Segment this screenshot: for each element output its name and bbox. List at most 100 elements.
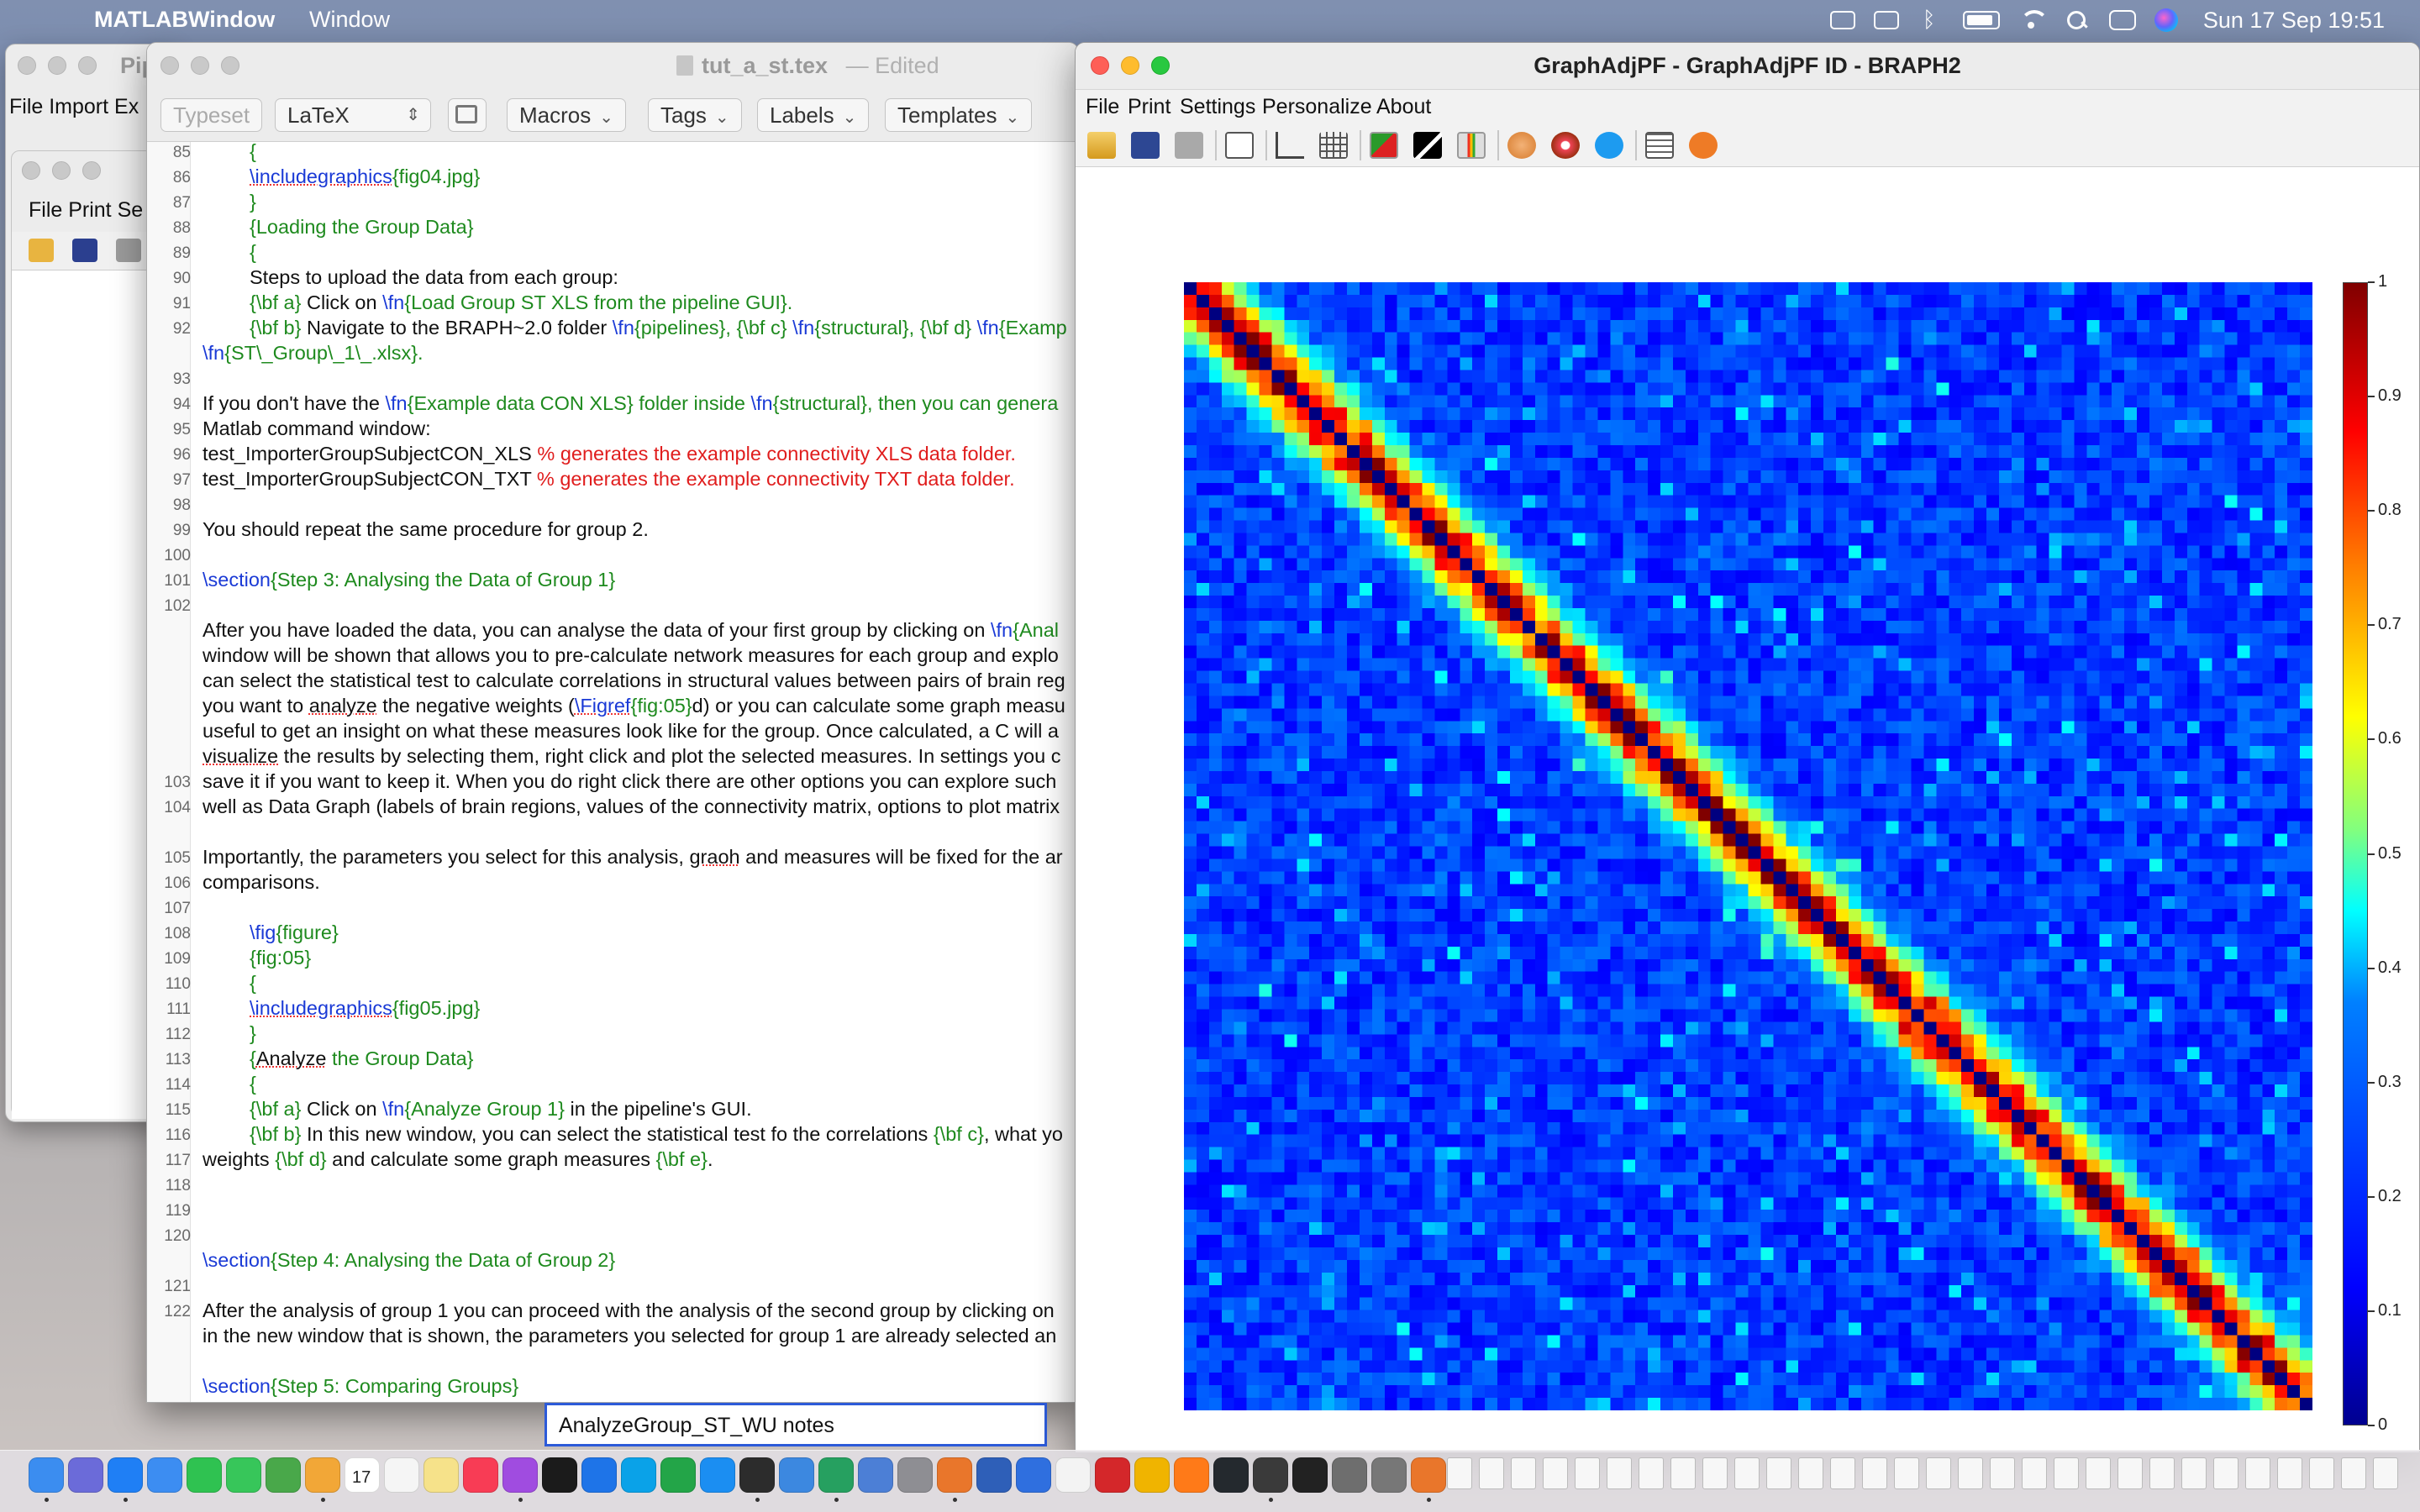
minimize-button[interactable] [191, 56, 209, 75]
bluetooth-icon[interactable] [1918, 7, 1944, 33]
labels-menu[interactable]: Labels ⌄ [757, 98, 870, 132]
heatmap-cell [1886, 633, 1899, 647]
heatmap-cell [1685, 294, 1699, 308]
minimize-button[interactable] [1121, 56, 1139, 75]
open-icon[interactable] [29, 239, 54, 262]
typeset-button[interactable]: Typeset [160, 98, 263, 132]
heatmap-cell [1460, 896, 1473, 910]
heatmap-cell [1560, 783, 1573, 797]
tex-editor-window[interactable]: tut_a_st.tex — Edited Typeset LaTeX ⇕ Mac… [146, 42, 1079, 1403]
heatmap-cell [1735, 344, 1749, 358]
heatmap-cell [1234, 607, 1247, 622]
heatmap-cell [1434, 332, 1448, 345]
templates-menu[interactable]: Templates ⌄ [885, 98, 1033, 132]
heatmap-cell [2086, 407, 2100, 421]
notes-icon[interactable] [1645, 132, 1674, 159]
heatmap-cell [2074, 407, 2087, 421]
help-icon[interactable] [1689, 132, 1718, 159]
battery-icon[interactable] [1962, 11, 2000, 29]
heatmap-cell [1384, 332, 1397, 345]
zoom-button[interactable] [82, 161, 101, 180]
minimize-button[interactable] [52, 161, 71, 180]
heatmap-cell [1635, 783, 1649, 797]
heatmap-cell [2086, 282, 2100, 296]
menu-file[interactable]: File [1086, 95, 1120, 118]
heatmap-cell [1397, 482, 1410, 496]
heatmap-cell [1522, 470, 1536, 484]
heatmap-cell [2086, 307, 2100, 321]
menu-settings[interactable]: Settings [1180, 95, 1256, 118]
colormap-icon[interactable] [1370, 132, 1398, 159]
heatmap-cell [1660, 821, 1674, 834]
heatmap-cell [2086, 858, 2100, 872]
surface-icon[interactable] [1551, 132, 1580, 159]
heatmap-cell [1748, 884, 1761, 897]
menu-about[interactable]: About [1376, 95, 1432, 118]
heatmap-cell [1322, 507, 1335, 521]
accessibility-icon[interactable] [1829, 11, 1855, 29]
axis-icon[interactable] [1276, 132, 1304, 159]
close-button[interactable] [160, 56, 179, 75]
engine-select[interactable]: LaTeX ⇕ [275, 98, 431, 132]
notes-field[interactable]: AnalyzeGroup_ST_WU notes [544, 1403, 1047, 1446]
heatmap-cell [1823, 721, 1837, 734]
heatmap-cell [1371, 846, 1386, 859]
spotlight-icon[interactable] [2064, 8, 2091, 32]
heatmap-cell [1234, 457, 1247, 471]
heatmap-cell [1660, 733, 1674, 747]
zoom-button[interactable] [221, 56, 239, 75]
heatmap-cell [1572, 871, 1586, 885]
inner-window-menu[interactable]: File Print Se [29, 198, 144, 222]
close-button[interactable] [22, 161, 40, 180]
line-number: 114 [165, 1076, 191, 1094]
heatmap-cell [1184, 457, 1197, 471]
layout-icon[interactable] [1225, 132, 1254, 159]
heatmap-cell [1422, 583, 1435, 596]
inner-window[interactable]: File Print Se [11, 150, 172, 1119]
macros-menu[interactable]: Macros ⌄ [507, 98, 627, 132]
heatmap-cell [1697, 570, 1712, 584]
keyboard-input-icon[interactable] [1873, 11, 1899, 29]
close-button[interactable] [18, 56, 36, 75]
siri-icon[interactable] [2154, 8, 2178, 32]
heatmap-cell [1597, 658, 1611, 671]
save-icon[interactable] [72, 239, 97, 262]
heatmap-cell [1322, 457, 1335, 471]
print-icon[interactable] [1175, 132, 1203, 159]
pipeline-window[interactable]: Pip File Import Ex File Print Se [5, 44, 173, 1122]
pipeline-menu[interactable]: File Import Ex [9, 95, 139, 118]
heatmap-cell [1998, 319, 2012, 333]
heatmap-cell [2137, 921, 2150, 935]
print-button[interactable] [448, 98, 487, 132]
menu-window[interactable]: Window [309, 7, 391, 32]
control-center-icon[interactable] [2108, 10, 2136, 30]
bw-colormap-icon[interactable] [1413, 132, 1442, 159]
menu-personalize[interactable]: Personalize [1262, 95, 1372, 118]
heatmap-cell [1522, 319, 1536, 333]
close-button[interactable] [1091, 56, 1109, 75]
menu-print[interactable]: Print [1128, 95, 1171, 118]
zoom-button[interactable] [1151, 56, 1170, 75]
menu-app-name[interactable]: MATLABWindow [94, 7, 276, 32]
minimize-button[interactable] [48, 56, 66, 75]
colorbar-icon[interactable] [1457, 132, 1486, 159]
braph-figure-window[interactable]: GraphAdjPF - GraphAdjPF ID - BRAPH2 File… [1075, 42, 2420, 1453]
print-icon[interactable] [116, 239, 141, 262]
heatmap-cell [1998, 858, 2012, 872]
twitter-icon[interactable] [1595, 132, 1623, 159]
editor-text-area[interactable]: 85 86 87 88 89 90 91 92 93 94 95 96 97 98 99 100 101 102 1… [147, 140, 1078, 1402]
heatmap-cell [2011, 670, 2025, 684]
open-icon[interactable] [1087, 132, 1116, 159]
grid-icon[interactable] [1319, 132, 1348, 159]
zoom-button[interactable] [78, 56, 97, 75]
heatmap-cell [1949, 545, 1962, 559]
heatmap-cell [1585, 821, 1598, 834]
brain-icon[interactable] [1507, 132, 1536, 159]
menu-clock[interactable]: Sun 17 Sep 19:51 [2202, 7, 2385, 33]
save-icon[interactable] [1131, 132, 1160, 159]
wifi-icon[interactable] [2018, 8, 2049, 32]
heatmap-cell [1322, 332, 1335, 345]
heatmap-cell [1723, 319, 1736, 333]
heatmap-cell [1397, 721, 1410, 734]
tags-menu[interactable]: Tags ⌄ [648, 98, 742, 132]
